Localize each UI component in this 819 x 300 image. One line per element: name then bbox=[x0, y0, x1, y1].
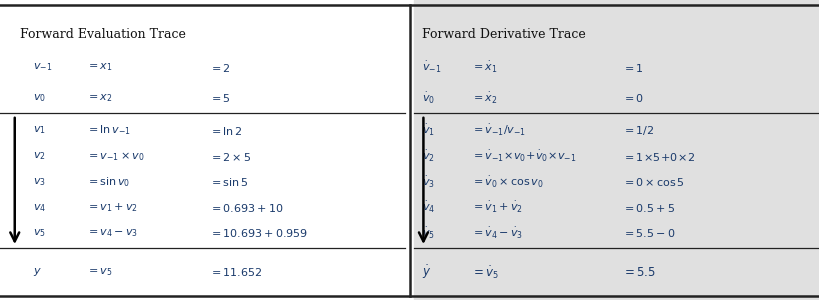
Text: $= \dot{v}_0 \times \cos v_0$: $= \dot{v}_0 \times \cos v_0$ bbox=[471, 175, 544, 190]
Text: $= 5$: $= 5$ bbox=[209, 92, 230, 104]
Text: $v_1$: $v_1$ bbox=[33, 124, 46, 136]
Text: $= \dot{x}_2$: $= \dot{x}_2$ bbox=[471, 91, 497, 106]
Text: $\dot{v}_5$: $\dot{v}_5$ bbox=[422, 226, 435, 241]
Text: $= 2$: $= 2$ bbox=[209, 61, 230, 74]
Text: $= \dot{v}_4 - \dot{v}_3$: $= \dot{v}_4 - \dot{v}_3$ bbox=[471, 226, 523, 241]
Text: $= v_1 + v_2$: $= v_1 + v_2$ bbox=[86, 201, 138, 214]
Text: $v_2$: $v_2$ bbox=[33, 151, 46, 163]
Text: $= 11.652$: $= 11.652$ bbox=[209, 266, 262, 278]
Bar bbox=[414, 0, 819, 300]
Text: $\dot{v}_3$: $\dot{v}_3$ bbox=[422, 175, 435, 190]
Text: $= 1$: $= 1$ bbox=[622, 61, 644, 74]
Text: $= 5.5$: $= 5.5$ bbox=[622, 266, 657, 279]
Text: $= \sin v_0$: $= \sin v_0$ bbox=[86, 175, 130, 189]
Text: $v_3$: $v_3$ bbox=[33, 176, 46, 188]
Text: $\dot{v}_4$: $\dot{v}_4$ bbox=[422, 200, 435, 215]
Text: $= 0.5 + 5$: $= 0.5 + 5$ bbox=[622, 202, 676, 214]
Text: $= \ln v_{-1}$: $= \ln v_{-1}$ bbox=[86, 124, 131, 137]
Text: $= x_2$: $= x_2$ bbox=[86, 92, 112, 104]
Text: $= v_5$: $= v_5$ bbox=[86, 266, 112, 278]
Text: $v_0$: $v_0$ bbox=[33, 92, 46, 104]
Text: $= 10.693 + 0.959$: $= 10.693 + 0.959$ bbox=[209, 227, 308, 239]
Text: Forward Derivative Trace: Forward Derivative Trace bbox=[422, 28, 586, 41]
Text: $= \dot{v}_5$: $= \dot{v}_5$ bbox=[471, 264, 499, 281]
Text: $= \dot{v}_1 + \dot{v}_2$: $= \dot{v}_1 + \dot{v}_2$ bbox=[471, 200, 523, 215]
Text: $= 0 \times \cos 5$: $= 0 \times \cos 5$ bbox=[622, 176, 686, 188]
Text: $\dot{y}$: $\dot{y}$ bbox=[422, 264, 431, 281]
Bar bbox=[0, 0, 405, 300]
Text: $\dot{v}_1$: $\dot{v}_1$ bbox=[422, 123, 435, 138]
Text: $= x_1$: $= x_1$ bbox=[86, 61, 112, 74]
Text: $= 5.5 - 0$: $= 5.5 - 0$ bbox=[622, 227, 676, 239]
Text: $= v_4 - v_3$: $= v_4 - v_3$ bbox=[86, 227, 138, 239]
Text: $\dot{v}_2$: $\dot{v}_2$ bbox=[422, 149, 435, 164]
Text: $= \dot{v}_{-1}\!\times\! v_0\!+\!\dot{v}_0\!\times\! v_{-1}$: $= \dot{v}_{-1}\!\times\! v_0\!+\!\dot{v… bbox=[471, 149, 577, 164]
Text: $v_{-1}$: $v_{-1}$ bbox=[33, 61, 52, 74]
Text: $v_4$: $v_4$ bbox=[33, 202, 46, 214]
Text: $= \dot{v}_{-1}/v_{-1}$: $= \dot{v}_{-1}/v_{-1}$ bbox=[471, 123, 526, 138]
Text: $y$: $y$ bbox=[33, 266, 42, 278]
Text: $= 1\!\times\!5\!+\!0\!\times\!2$: $= 1\!\times\!5\!+\!0\!\times\!2$ bbox=[622, 151, 695, 163]
Text: $= 1/2$: $= 1/2$ bbox=[622, 124, 654, 137]
Text: $= v_{-1} \times v_0$: $= v_{-1} \times v_0$ bbox=[86, 150, 145, 163]
Text: $\dot{v}_{-1}$: $\dot{v}_{-1}$ bbox=[422, 60, 441, 75]
Text: $= \dot{x}_1$: $= \dot{x}_1$ bbox=[471, 60, 497, 75]
Text: $v_5$: $v_5$ bbox=[33, 227, 46, 239]
Text: $= \ln 2$: $= \ln 2$ bbox=[209, 124, 242, 136]
Text: $= \sin 5$: $= \sin 5$ bbox=[209, 176, 248, 188]
Text: $= 2 \times 5$: $= 2 \times 5$ bbox=[209, 151, 251, 163]
Text: $= 0.693 + 10$: $= 0.693 + 10$ bbox=[209, 202, 283, 214]
Text: Forward Evaluation Trace: Forward Evaluation Trace bbox=[20, 28, 187, 41]
Text: $= 0$: $= 0$ bbox=[622, 92, 645, 104]
Text: $\dot{v}_0$: $\dot{v}_0$ bbox=[422, 91, 435, 106]
